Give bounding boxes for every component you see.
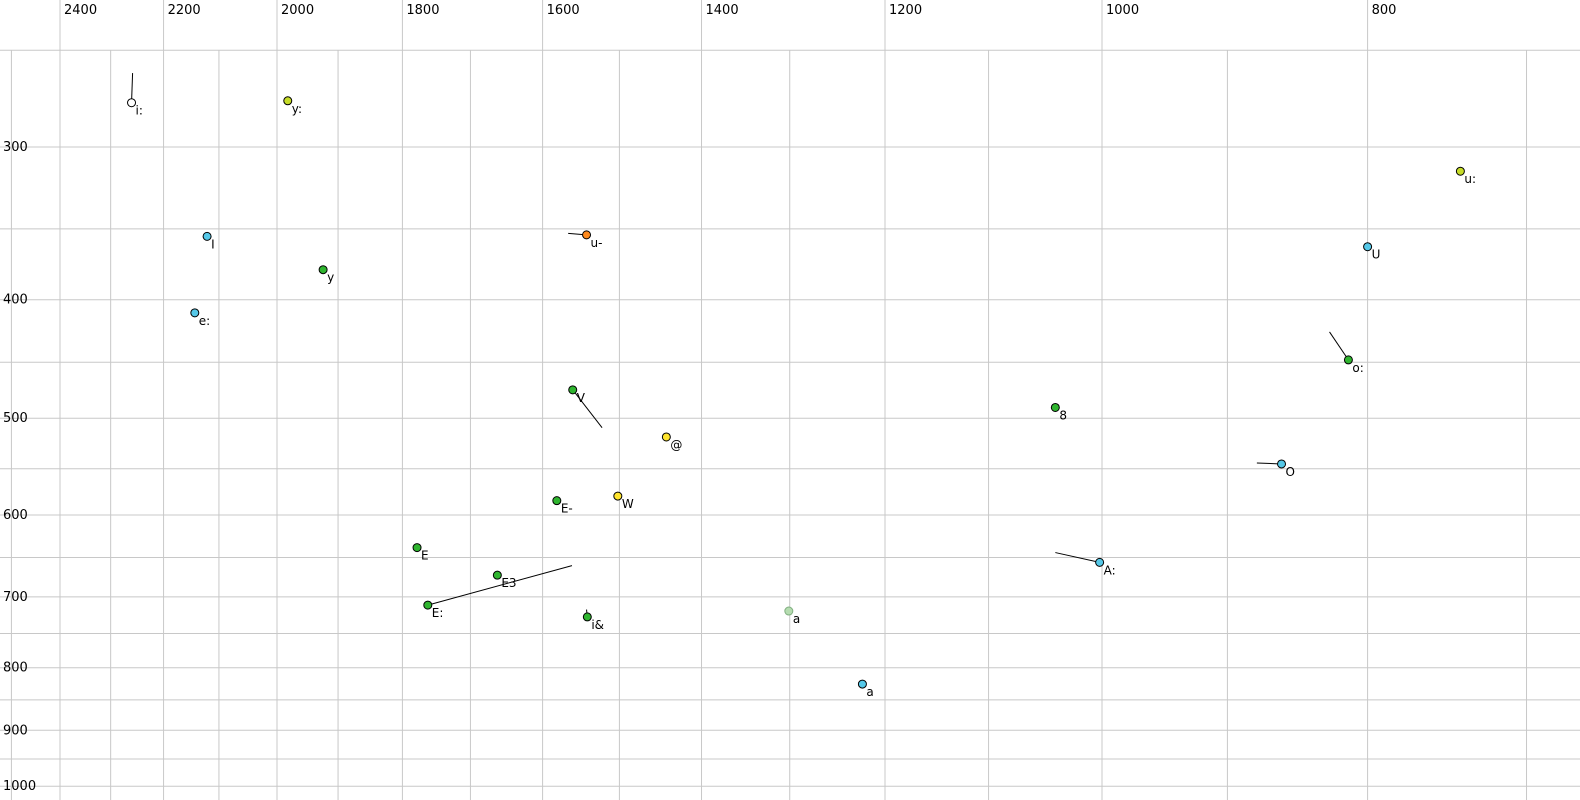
vowel-point-label: i& (591, 618, 604, 632)
vowel-point-label: o: (1352, 361, 1363, 375)
vowel-point-label: a (793, 612, 800, 626)
vowel-point-label: y: (292, 102, 302, 116)
vowel-point-I[interactable] (202, 231, 212, 241)
x-tick-label: 1600 (547, 3, 580, 18)
y-tick-label: 1000 (3, 779, 36, 794)
y-tick-label: 900 (3, 723, 28, 738)
x-tick-label: 2200 (168, 3, 201, 18)
vowel-point-U[interactable] (1363, 242, 1373, 252)
y-tick-label: 400 (3, 293, 28, 308)
y-tick-label: 800 (3, 661, 28, 676)
vowel-point-y:[interactable] (283, 96, 293, 106)
vowel-point-label: 8 (1059, 408, 1067, 422)
vowel-point-label: A: (1104, 563, 1116, 577)
trajectory-line (1329, 331, 1349, 361)
vowel-point-u:[interactable] (1455, 166, 1465, 176)
vowel-point-o:[interactable] (1343, 355, 1353, 365)
vowel-point-label: I (211, 237, 215, 251)
x-tick-label: 1200 (889, 3, 922, 18)
vowel-point-8[interactable] (1050, 402, 1060, 412)
x-tick-label: 1000 (1106, 3, 1139, 18)
vowel-point-u-[interactable] (582, 230, 592, 240)
vowel-point-label: a (866, 685, 873, 699)
vowel-point-V[interactable] (568, 385, 578, 395)
vowel-point-label: E- (561, 502, 573, 516)
vowel-point-A:[interactable] (1095, 557, 1105, 567)
vowel-point-label: E: (432, 606, 444, 620)
vowel-point-i:[interactable] (127, 98, 137, 108)
x-tick-label: 1800 (406, 3, 439, 18)
vowel-point-e:[interactable] (190, 308, 200, 318)
vowel-point-@[interactable] (661, 432, 671, 442)
vowel-point-E:[interactable] (423, 600, 433, 610)
vowel-point-a[interactable] (857, 679, 867, 689)
vowel-point-W[interactable] (613, 491, 623, 501)
vowel-point-label: O (1286, 465, 1295, 479)
x-tick-label: 1400 (706, 3, 739, 18)
y-tick-label: 300 (3, 140, 28, 155)
x-tick-label: 800 (1372, 3, 1397, 18)
trajectory-line (427, 565, 573, 606)
trajectory-line (1055, 552, 1100, 563)
vowel-point-y[interactable] (318, 265, 328, 275)
vowel-point-label: u: (1464, 172, 1476, 186)
vowel-point-label: e: (199, 314, 210, 328)
trajectory-line (131, 73, 134, 103)
vowel-point-label: W (622, 497, 634, 511)
y-tick-label: 500 (3, 411, 28, 426)
vowel-point-i&[interactable] (582, 612, 592, 622)
y-tick-label: 700 (3, 590, 28, 605)
vowel-point-a[interactable] (784, 606, 794, 616)
x-tick-label: 2000 (281, 3, 314, 18)
vowel-point-label: E3 (501, 576, 516, 590)
x-tick-label: 2400 (64, 3, 97, 18)
vowel-point-label: y (327, 271, 334, 285)
vowel-point-label: E (421, 549, 429, 563)
vowel-point-O[interactable] (1277, 459, 1287, 469)
trajectory-line (572, 389, 603, 428)
vowel-point-label: i: (136, 104, 143, 118)
vowel-point-E3[interactable] (492, 570, 502, 580)
vowel-point-E-[interactable] (552, 496, 562, 506)
y-tick-label: 600 (3, 508, 28, 523)
vowel-point-label: u- (591, 236, 603, 250)
vowel-point-label: V (577, 391, 586, 405)
vowel-point-label: U (1372, 248, 1381, 262)
vowel-point-label: @ (670, 438, 682, 452)
vowel-point-E[interactable] (412, 543, 422, 553)
